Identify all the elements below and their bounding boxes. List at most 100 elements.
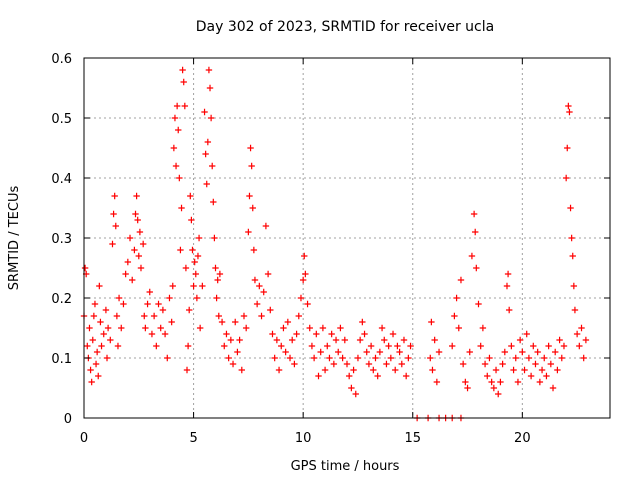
data-point [213, 294, 220, 302]
data-point [120, 300, 127, 308]
data-point [558, 354, 565, 362]
data-point [229, 360, 237, 368]
data-point [164, 354, 171, 362]
data-point [124, 258, 132, 266]
data-point [319, 324, 327, 332]
data-point [179, 66, 186, 74]
data-point [171, 114, 179, 122]
data-point [238, 366, 245, 374]
data-point [538, 366, 546, 374]
data-point [402, 372, 410, 380]
data-point [248, 162, 255, 170]
data-point [135, 252, 142, 260]
data-point [405, 354, 412, 362]
data-point [532, 360, 539, 368]
data-point [356, 336, 364, 344]
data-point [227, 336, 235, 344]
data-point [545, 342, 552, 350]
data-point [536, 378, 544, 386]
data-point [301, 252, 308, 260]
data-point [571, 306, 579, 314]
data-point [352, 390, 359, 398]
data-point [449, 342, 456, 350]
data-point [139, 240, 147, 248]
data-point [473, 264, 480, 272]
data-point [95, 372, 102, 380]
data-point [451, 312, 458, 320]
data-point [209, 162, 216, 170]
data-point [201, 108, 208, 116]
data-point [297, 294, 305, 302]
data-point [215, 312, 222, 320]
x-tick-label: 10 [295, 431, 312, 446]
data-point [264, 270, 272, 278]
data-point [189, 246, 196, 254]
y-tick-label: 0.3 [51, 232, 72, 247]
data-point [210, 198, 217, 206]
data-point [258, 312, 265, 320]
data-point [510, 366, 517, 374]
data-point [148, 330, 156, 338]
data-point [136, 228, 144, 236]
data-point [221, 342, 228, 350]
data-point [126, 234, 134, 242]
data-point [93, 348, 101, 356]
data-point [168, 318, 175, 326]
data-point [383, 360, 390, 368]
data-point [92, 360, 100, 368]
data-point [256, 282, 263, 290]
data-point [84, 342, 91, 350]
y-tick-label: 0.6 [51, 52, 72, 67]
data-point [118, 324, 125, 332]
data-point [534, 348, 541, 356]
data-point [519, 348, 526, 356]
data-point [89, 336, 96, 344]
data-point [470, 210, 478, 218]
data-point [400, 336, 408, 344]
data-point [335, 348, 342, 356]
data-point [367, 342, 375, 350]
data-point [504, 270, 512, 278]
data-point [178, 204, 185, 212]
data-point [570, 282, 578, 290]
data-point [457, 276, 465, 284]
data-point [328, 330, 335, 338]
data-point [488, 378, 495, 386]
data-point [146, 288, 153, 296]
data-point [253, 300, 261, 308]
data-point [475, 300, 482, 308]
data-point [308, 342, 316, 350]
data-point [481, 360, 489, 368]
data-point [196, 324, 204, 332]
data-point [428, 318, 435, 326]
x-tick-label: 0 [80, 431, 88, 446]
data-point [96, 282, 103, 290]
data-point [87, 366, 94, 374]
data-point [321, 366, 329, 374]
data-point [562, 174, 570, 182]
data-point [359, 318, 366, 326]
data-point [166, 294, 173, 302]
data-point [142, 324, 149, 332]
data-point [214, 276, 221, 284]
data-point [459, 360, 467, 368]
data-point [273, 336, 281, 344]
data-point [271, 354, 278, 362]
data-point [499, 360, 506, 368]
data-point [153, 342, 160, 350]
data-point [293, 330, 300, 338]
data-point [103, 354, 111, 362]
data-point [275, 366, 283, 374]
data-point [330, 360, 338, 368]
data-point [516, 336, 524, 344]
data-point [378, 324, 386, 332]
data-point [187, 192, 194, 200]
data-point [363, 348, 370, 356]
data-point [387, 354, 395, 362]
data-point [122, 270, 129, 278]
data-points [80, 66, 590, 422]
plot-frame [83, 57, 611, 419]
data-point [541, 354, 548, 362]
data-point [182, 264, 190, 272]
